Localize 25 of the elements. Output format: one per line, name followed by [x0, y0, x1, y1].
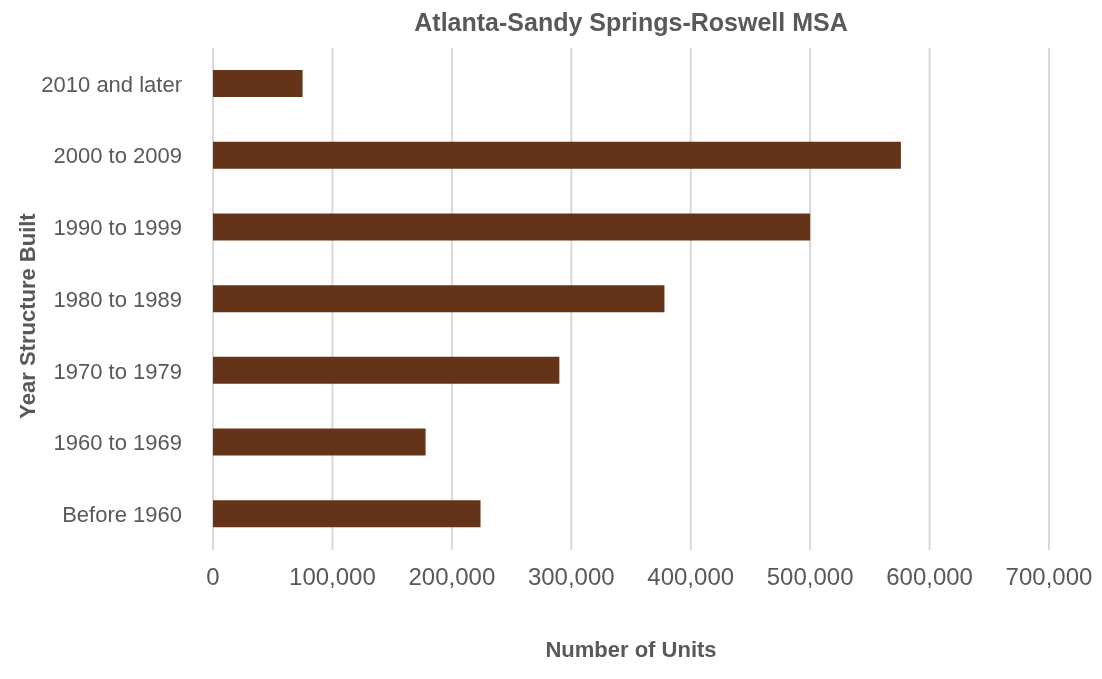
x-tick-label: 0	[206, 563, 220, 591]
x-tick-label: 300,000	[527, 563, 615, 591]
x-axis-title: Number of Units	[544, 637, 718, 663]
bar	[213, 356, 560, 384]
y-tick-label: 1980 to 1989	[53, 286, 182, 312]
bar	[213, 70, 303, 97]
bar	[213, 213, 811, 241]
chart-title: Atlanta-Sandy Springs-Roswell MSA	[413, 8, 849, 37]
y-tick-label: 2000 to 2009	[53, 143, 182, 169]
y-tick-label: 1990 to 1999	[53, 215, 182, 241]
y-axis-title: Year Structure Built	[15, 213, 41, 419]
y-tick-label: Before 1960	[62, 501, 182, 527]
x-tick-label: 500,000	[766, 563, 854, 591]
bar	[213, 141, 901, 169]
bar	[213, 428, 426, 456]
x-tick-label: 100,000	[289, 563, 376, 591]
y-tick-label: 1970 to 1979	[53, 358, 182, 384]
x-tick-label: 700,000	[1005, 563, 1093, 591]
x-tick-label: 200,000	[408, 563, 496, 591]
x-tick-label: 400,000	[647, 563, 735, 591]
bar	[213, 285, 665, 313]
bar	[213, 500, 481, 528]
y-tick-label: 1960 to 1969	[53, 430, 182, 456]
y-tick-label: 2010 and later	[41, 71, 182, 97]
x-tick-label: 600,000	[886, 563, 973, 591]
